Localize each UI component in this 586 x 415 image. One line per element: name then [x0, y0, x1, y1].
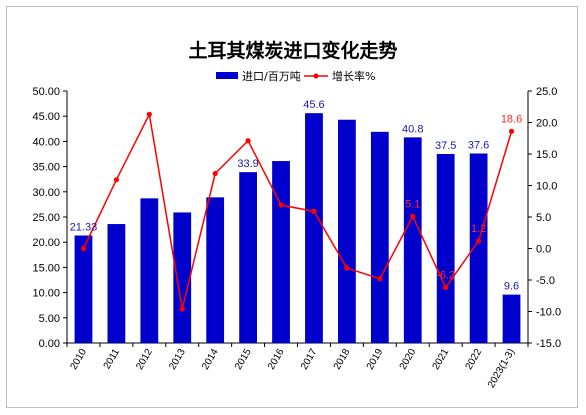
growth-value-label: -6.2 — [436, 270, 455, 282]
x-tick-label: 2018 — [332, 347, 353, 372]
y-left-tick-label: 5.00 — [39, 313, 60, 325]
y-right-tick-label: 25.0 — [536, 86, 557, 98]
bar-value-label: 37.6 — [468, 139, 489, 151]
y-right-tick-label: -5.0 — [536, 275, 555, 287]
x-tick-label: 2017 — [299, 347, 320, 372]
growth-point-2011 — [113, 177, 119, 183]
bar-2023(1-3) — [502, 294, 521, 343]
y-right-tick-label: 10.0 — [536, 181, 557, 193]
y-left-tick-label: 10.00 — [32, 288, 60, 300]
growth-value-label: 1.2 — [471, 223, 486, 235]
growth-point-2019 — [377, 276, 383, 282]
bar-value-label: 9.6 — [504, 281, 519, 293]
bar-series — [74, 113, 521, 344]
growth-point-2018 — [344, 265, 350, 271]
x-tick-label: 2012 — [134, 347, 155, 372]
y-left-tick-label: 0.00 — [39, 338, 60, 350]
y-left-tick-label: 35.00 — [32, 162, 60, 174]
x-tick-label: 2021 — [431, 347, 452, 372]
y-left-tick-label: 15.00 — [32, 262, 60, 274]
data-labels: 21.33 33.9 45.6 40.8 37.5 37.6 9.6 5.1 -6.2 1.2 18… — [70, 99, 523, 292]
bar-2010 — [74, 235, 93, 343]
bar-2014 — [206, 197, 225, 343]
growth-point-2012 — [146, 111, 152, 117]
growth-point-2014 — [212, 170, 218, 177]
bar-2019 — [370, 131, 389, 343]
legend-bar-label: 进口/百万吨 — [242, 70, 301, 83]
y-left-tick-label: 25.00 — [32, 212, 60, 224]
bar-2012 — [140, 198, 159, 343]
growth-value-label: 18.6 — [501, 113, 522, 125]
bar-value-label: 37.5 — [435, 140, 456, 152]
y-left-tick-label: 30.00 — [32, 187, 60, 199]
growth-point-2021 — [443, 284, 449, 291]
growth-point-2017 — [311, 208, 317, 214]
bar-2020 — [403, 137, 422, 343]
bar-value-label: 40.8 — [402, 123, 423, 135]
bar-value-label: 33.9 — [237, 158, 258, 170]
y-right-tick-label: -15.0 — [536, 338, 561, 350]
legend-line-label: 增长率% — [332, 69, 375, 83]
growth-point-2015 — [245, 138, 251, 144]
x-tick-label: 2013 — [167, 347, 188, 372]
bar-2017 — [305, 113, 323, 344]
y-right-tick-label: 15.0 — [536, 149, 557, 161]
y-right-tick-label: -10.0 — [536, 307, 561, 319]
legend-line-marker — [313, 73, 319, 79]
growth-point-2020 — [410, 213, 416, 219]
y-right-tick-label: 5.0 — [536, 212, 551, 224]
bar-2018 — [338, 119, 356, 343]
x-tick-label: 2016 — [266, 347, 287, 372]
x-tick-label: 2019 — [365, 347, 386, 372]
legend: 进口/百万吨 增长率% — [216, 69, 375, 83]
y-left-tick-label: 45.00 — [32, 111, 60, 123]
growth-point-2010 — [80, 245, 87, 252]
x-tick-label: 2020 — [398, 347, 419, 372]
bar-2022 — [469, 153, 488, 343]
bar-2013 — [173, 212, 192, 343]
legend-bar-swatch — [216, 72, 238, 79]
x-tick-label: 2022 — [464, 347, 485, 372]
growth-line — [82, 111, 513, 310]
y-left-tick-label: 40.00 — [32, 136, 60, 148]
bar-2015 — [239, 172, 257, 343]
growth-point-2022 — [476, 238, 482, 244]
bar-value-label: 21.33 — [70, 221, 98, 233]
chart-svg: 土耳其煤炭进口变化走势 进口/百万吨 增长率% 0.00 5.00 10.00 15.… — [32, 39, 561, 390]
line-series — [80, 111, 515, 312]
x-tick-label: 2010 — [68, 347, 89, 372]
bar-2021 — [436, 154, 455, 343]
y-right-tick-label: 0.0 — [536, 244, 551, 256]
y-left-tick-label: 50.00 — [32, 86, 60, 98]
x-tick-label: 2015 — [233, 347, 254, 372]
growth-value-label: 5.1 — [405, 198, 420, 210]
growth-point-2023(1-3) — [508, 128, 515, 134]
growth-point-2016 — [278, 202, 284, 208]
y-right-tick-label: 20.0 — [536, 118, 557, 130]
x-tick-label: 2011 — [102, 347, 122, 372]
chart-frame: 土耳其煤炭进口变化走势 进口/百万吨 增长率% 0.00 5.00 10.00 15.… — [6, 6, 578, 408]
y-left-tick-label: 20.00 — [32, 237, 60, 249]
x-tick-label: 2023(1-3) — [486, 347, 517, 390]
bar-value-label: 45.6 — [303, 99, 324, 111]
bar-2016 — [272, 161, 290, 343]
chart-title: 土耳其煤炭进口变化走势 — [188, 39, 397, 62]
bar-2011 — [107, 224, 126, 343]
growth-point-2013 — [179, 306, 185, 312]
x-tick-label: 2014 — [200, 347, 221, 372]
